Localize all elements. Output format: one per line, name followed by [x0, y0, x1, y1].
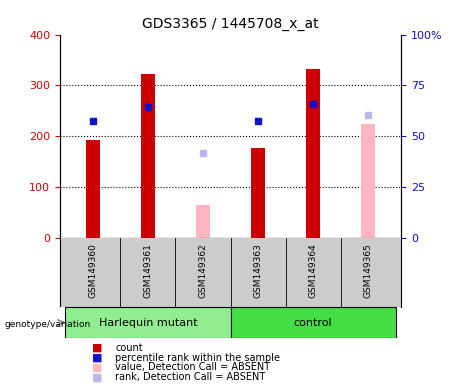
Text: GSM149364: GSM149364	[308, 243, 318, 298]
Text: GSM149363: GSM149363	[254, 243, 262, 298]
Title: GDS3365 / 1445708_x_at: GDS3365 / 1445708_x_at	[142, 17, 319, 31]
Text: control: control	[294, 318, 332, 328]
Text: rank, Detection Call = ABSENT: rank, Detection Call = ABSENT	[115, 372, 266, 382]
Text: ■: ■	[92, 362, 103, 372]
Text: count: count	[115, 343, 143, 353]
Text: GSM149365: GSM149365	[364, 243, 372, 298]
Bar	[251, 147, 265, 238]
Bar	[361, 124, 375, 238]
Bar	[141, 74, 155, 238]
Text: GSM149362: GSM149362	[199, 243, 207, 298]
Text: percentile rank within the sample: percentile rank within the sample	[115, 353, 280, 362]
Text: ■: ■	[92, 353, 103, 362]
Text: ■: ■	[92, 343, 103, 353]
Text: Harlequin mutant: Harlequin mutant	[99, 318, 197, 328]
FancyBboxPatch shape	[230, 307, 396, 338]
Text: ■: ■	[92, 372, 103, 382]
FancyBboxPatch shape	[65, 307, 230, 338]
Text: genotype/variation: genotype/variation	[5, 320, 91, 329]
Text: GSM149361: GSM149361	[143, 243, 153, 298]
Bar	[196, 205, 210, 238]
Text: value, Detection Call = ABSENT: value, Detection Call = ABSENT	[115, 362, 270, 372]
Bar	[86, 141, 100, 238]
Text: GSM149360: GSM149360	[89, 243, 97, 298]
Bar	[306, 69, 320, 238]
